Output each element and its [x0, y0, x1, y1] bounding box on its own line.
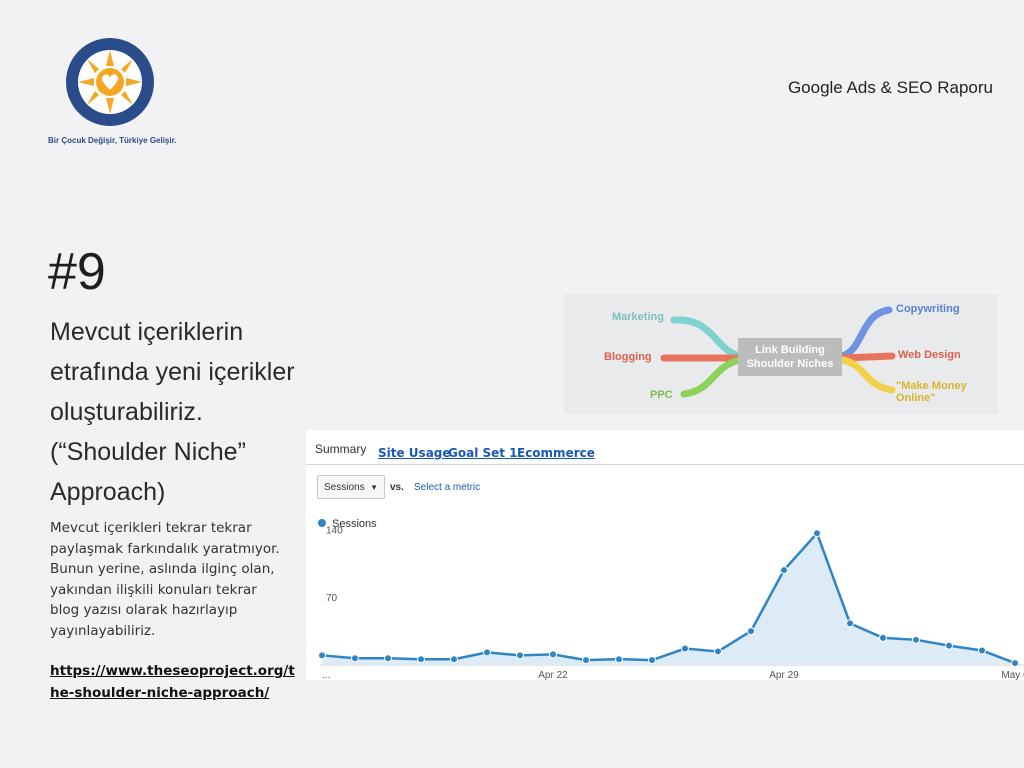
data-point	[450, 655, 458, 664]
data-point	[1011, 659, 1019, 668]
tab-ecommerce[interactable]: Ecommerce	[517, 446, 595, 460]
body-line: Bunun yerine, aslında ilginç olan,	[50, 561, 275, 577]
heading-line: Mevcut içeriklerin	[50, 318, 244, 346]
data-point	[681, 644, 689, 653]
data-point	[351, 654, 359, 663]
organization-logo: Bir Çocuk Değişir, Türkiye Gelişir.	[48, 36, 198, 156]
heading-line: (“Shoulder Niche”	[50, 438, 246, 466]
data-point	[582, 656, 590, 665]
x-tick-label: ...	[322, 670, 330, 680]
slide-number: #9	[48, 243, 106, 301]
data-point	[417, 655, 425, 664]
y-axis: 140 70	[326, 525, 343, 604]
slide-body: Mevcut içerikleri tekrar tekrar paylaşma…	[50, 518, 290, 641]
y-tick-label: 70	[326, 593, 338, 604]
y-tick-label: 140	[326, 525, 343, 536]
mindmap-node-marketing: Marketing	[612, 311, 664, 323]
data-point	[978, 646, 986, 655]
data-point	[846, 619, 854, 628]
series-area	[322, 533, 1015, 665]
data-point	[747, 627, 755, 636]
data-point	[945, 641, 953, 650]
body-line: Mevcut içerikleri tekrar tekrar	[50, 520, 252, 536]
body-line: yayınlayabiliriz.	[50, 622, 156, 639]
metric-dropdown[interactable]: Sessions ▼	[317, 475, 385, 499]
mindmap-connectors	[660, 306, 896, 398]
select-metric-link[interactable]: Select a metric	[414, 482, 481, 493]
node-line: "Make Money	[896, 380, 967, 392]
heading-line: oluşturabiliriz.	[50, 398, 203, 426]
x-tick-label: Apr 22	[538, 670, 568, 680]
body-line: yakından ilişkili konuları tekrar	[50, 581, 257, 598]
analytics-tabs: Summary Site Usage Goal Set 1 Ecommerce	[306, 430, 1024, 465]
logo-emblem-icon	[66, 38, 154, 126]
metric-dropdown-label: Sessions	[324, 482, 365, 493]
shoulder-niche-mindmap: Link Building Shoulder Niches Marketing …	[564, 294, 998, 414]
data-point	[516, 651, 524, 660]
chart-legend: Sessions	[318, 518, 377, 530]
series-points	[318, 529, 1019, 668]
chevron-down-icon: ▼	[370, 483, 378, 492]
mindmap-node-copywriting: Copywriting	[896, 303, 960, 315]
analytics-panel: Summary Site Usage Goal Set 1 Ecommerce …	[306, 430, 1024, 680]
data-point	[912, 635, 920, 644]
slide-heading: Mevcut içeriklerin etrafında yeni içerik…	[50, 312, 340, 512]
data-point	[714, 647, 722, 656]
heading-line: etrafında yeni içerikler	[50, 358, 295, 386]
mindmap-node-blogging: Blogging	[604, 351, 652, 363]
source-link[interactable]: https://www.theseoproject.org/t he-shoul…	[50, 660, 295, 704]
tab-goal-set[interactable]: Goal Set 1	[448, 446, 518, 460]
data-point	[879, 633, 887, 642]
legend-label: Sessions	[332, 518, 377, 530]
data-point	[648, 656, 656, 665]
x-axis: ... Apr 22 Apr 29 May 6	[322, 670, 1024, 680]
center-line: Shoulder Niches	[746, 358, 834, 370]
data-point	[780, 566, 788, 575]
data-point	[384, 654, 392, 663]
data-point	[813, 529, 821, 538]
data-point	[318, 651, 326, 660]
x-tick-label: Apr 29	[769, 670, 799, 680]
body-line: paylaşmak farkındalık yaratmıyor.	[50, 540, 280, 557]
tab-summary[interactable]: Summary	[315, 442, 367, 456]
data-point	[483, 648, 491, 657]
legend-marker	[318, 519, 326, 527]
link-line[interactable]: he-shoulder-niche-approach/	[50, 685, 270, 701]
heading-line: Approach)	[50, 478, 166, 506]
node-line: Online"	[896, 392, 936, 404]
report-title: Google Ads & SEO Raporu	[787, 78, 993, 97]
mindmap-node-make-money: "Make Money Online"	[896, 380, 967, 404]
link-line[interactable]: https://www.theseoproject.org/t	[50, 663, 295, 679]
mindmap-node-ppc: PPC	[650, 389, 673, 401]
vs-label: vs.	[390, 482, 404, 493]
mindmap-center-node: Link Building Shoulder Niches	[738, 338, 842, 376]
mindmap-node-web-design: Web Design	[898, 349, 961, 361]
center-line: Link Building	[755, 344, 825, 356]
data-point	[549, 650, 557, 659]
series-line	[321, 530, 1016, 665]
body-line: blog yazısı olarak hazırlayıp	[50, 602, 238, 618]
data-point	[615, 655, 623, 664]
x-tick-label: May 6	[1001, 670, 1024, 680]
sessions-chart: Sessions 140 70 ... Apr 22 Apr 29 May 6	[318, 518, 1024, 680]
logo-tagline: Bir Çocuk Değişir, Türkiye Gelişir.	[48, 136, 177, 145]
tab-site-usage[interactable]: Site Usage	[378, 446, 451, 460]
